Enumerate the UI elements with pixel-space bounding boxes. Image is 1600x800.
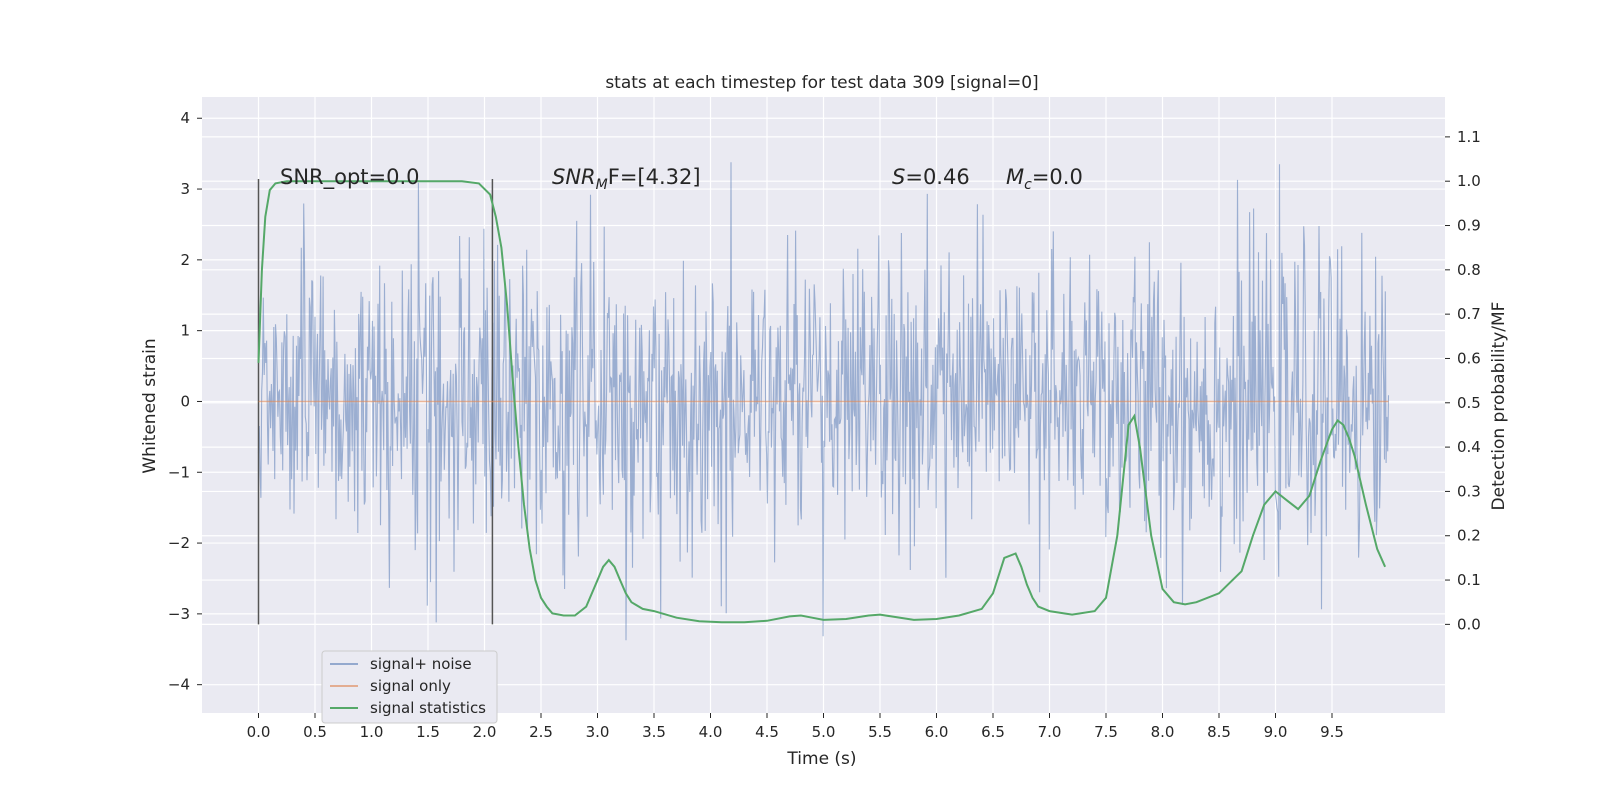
legend-label-signal-noise: signal+ noise [370, 655, 472, 673]
signal-noise-line [257, 162, 1390, 641]
annotation-s: S=0.46 [892, 165, 970, 189]
right-y-tick-label: 0.9 [1457, 217, 1481, 235]
x-axis-label: Time (s) [786, 749, 856, 769]
x-tick-label: 1.0 [360, 723, 384, 741]
legend: signal+ noise signal only signal statist… [321, 650, 498, 724]
left-y-tick-label: 4 [180, 109, 190, 127]
x-axis-ticks: 0.0 0.5 1.0 1.5 2.0 2.5 3.0 3.5 4.0 4.5 5.0 5.5 6.0 6… [247, 713, 1344, 741]
chart-title: stats at each timestep for test data 309… [605, 73, 1038, 93]
snr-mf-subscript: M [596, 177, 608, 193]
x-tick-label: 9.0 [1264, 723, 1288, 741]
left-y-axis-ticks: 4 3 2 1 0 −1 −2 −3 −4 [168, 109, 202, 694]
right-y-tick-label: 0.6 [1457, 349, 1481, 367]
left-y-tick-label: −1 [168, 463, 190, 481]
x-tick-label: 3.5 [642, 723, 666, 741]
mc-subscript: c [1024, 177, 1032, 193]
s-value: =0.46 [905, 165, 969, 189]
legend-box [321, 650, 498, 724]
left-y-axis-label: Whitened strain [140, 338, 160, 473]
annotation-mc: Mc=0.0 [1006, 165, 1083, 193]
left-y-tick-label: −4 [168, 676, 190, 694]
right-y-tick-label: 0.8 [1457, 261, 1481, 279]
right-y-axis-label: Detection probability/MF [1489, 302, 1509, 511]
left-y-tick-label: 2 [180, 251, 190, 269]
right-y-tick-label: 1.0 [1457, 172, 1481, 190]
right-y-tick-label: 0.2 [1457, 527, 1481, 545]
right-y-tick-label: 0.3 [1457, 482, 1481, 500]
annotation-snr-opt: SNR_opt=0.0 [280, 165, 420, 190]
s-prefix: S [892, 165, 905, 189]
left-y-tick-label: −2 [168, 534, 190, 552]
left-y-tick-label: 1 [180, 322, 190, 340]
right-y-axis-ticks: 1.1 1.0 0.9 0.8 0.7 0.6 0.5 0.4 0.3 0.2 0.1 0.0 [1445, 128, 1481, 633]
x-tick-label: 7.5 [1094, 723, 1118, 741]
legend-label-signal-statistics: signal statistics [370, 699, 486, 717]
x-tick-label: 0.0 [247, 723, 271, 741]
x-tick-label: 2.5 [529, 723, 553, 741]
x-tick-label: 5.5 [868, 723, 892, 741]
right-y-tick-label: 0.7 [1457, 305, 1481, 323]
left-y-tick-label: 3 [180, 180, 190, 198]
x-tick-label: 3.0 [586, 723, 610, 741]
right-y-tick-label: 0.0 [1457, 615, 1481, 633]
x-tick-label: 1.5 [416, 723, 440, 741]
x-tick-label: 6.5 [981, 723, 1005, 741]
x-tick-label: 9.5 [1320, 723, 1344, 741]
left-y-tick-label: 0 [180, 392, 190, 410]
x-tick-label: 5.0 [812, 723, 836, 741]
signal-statistics-series [257, 180, 1387, 624]
right-y-tick-label: 0.4 [1457, 438, 1481, 456]
mc-prefix: M [1006, 165, 1024, 189]
signal-statistics-line [257, 180, 1387, 624]
x-tick-label: 6.0 [925, 723, 949, 741]
x-tick-label: 8.5 [1207, 723, 1231, 741]
x-tick-label: 7.0 [1038, 723, 1062, 741]
x-tick-label: 4.0 [699, 723, 723, 741]
mc-value: =0.0 [1032, 165, 1083, 189]
right-y-tick-label: 1.1 [1457, 128, 1481, 146]
noise-series [257, 162, 1390, 641]
right-y-tick-label: 0.1 [1457, 571, 1481, 589]
right-y-tick-label: 0.5 [1457, 394, 1481, 412]
x-tick-label: 8.0 [1151, 723, 1175, 741]
snr-mf-suffix: F=[4.32] [608, 165, 701, 189]
legend-label-signal-only: signal only [370, 677, 451, 695]
x-tick-label: 2.0 [473, 723, 497, 741]
x-tick-label: 0.5 [303, 723, 327, 741]
x-tick-label: 4.5 [755, 723, 779, 741]
snr-mf-prefix: SNR [552, 165, 596, 189]
left-y-tick-label: −3 [168, 605, 190, 623]
annotation-snr-mf: SNRMF=[4.32] [552, 165, 701, 193]
